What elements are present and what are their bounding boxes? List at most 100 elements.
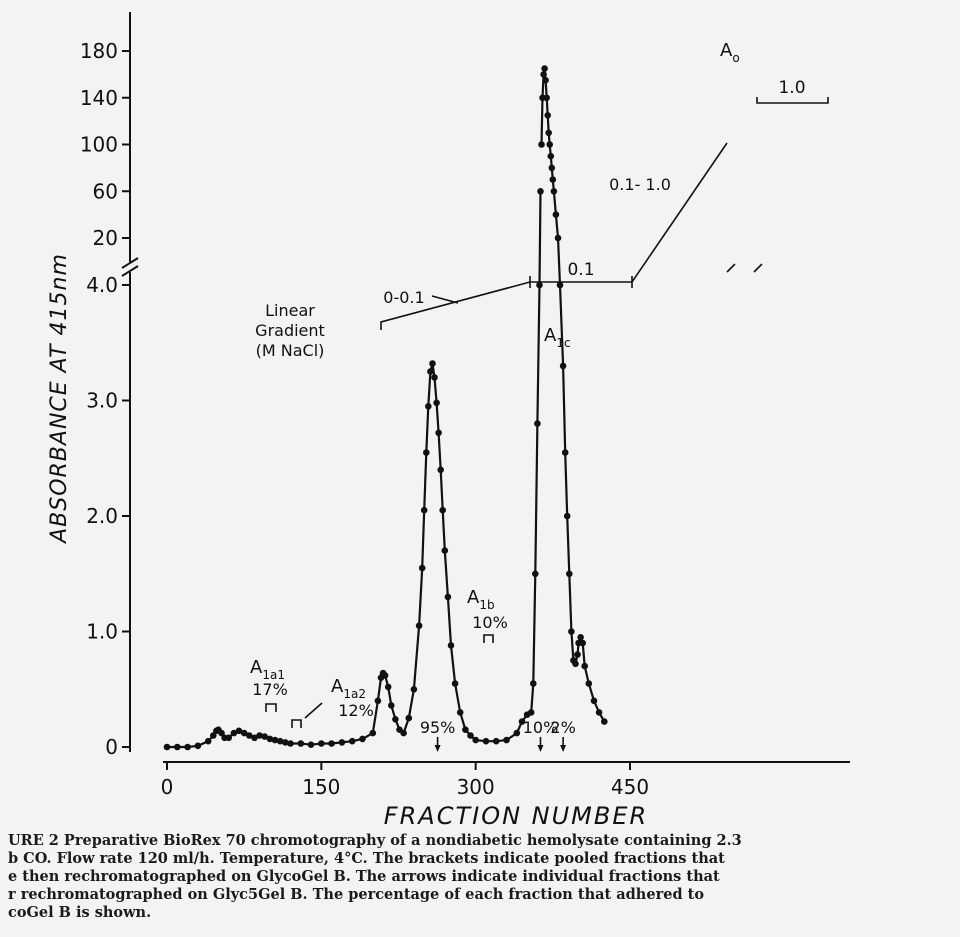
fraction-arrow-head — [434, 745, 441, 752]
x-axis-label: FRACTION NUMBER — [384, 802, 648, 830]
data-point — [513, 729, 521, 737]
data-point — [563, 512, 571, 520]
data-point — [549, 176, 557, 183]
data-point — [503, 736, 510, 744]
data-point — [540, 71, 547, 78]
data-point — [530, 680, 537, 687]
data-point — [435, 429, 442, 437]
x-tick-label: 450 — [611, 775, 649, 799]
data-point — [204, 737, 212, 745]
data-point — [235, 727, 243, 735]
x-tick-label: 150 — [302, 775, 340, 799]
data-point — [472, 736, 480, 744]
y-tick-label: 100 — [80, 133, 118, 157]
data-point — [437, 466, 445, 474]
data-point — [287, 740, 294, 747]
chart-axes — [121, 12, 850, 763]
data-point — [210, 732, 217, 739]
data-point — [579, 639, 586, 647]
data-point — [276, 737, 284, 745]
y-tick-label: 0 — [105, 735, 118, 759]
peak-leader-line — [304, 702, 323, 719]
gradient-step-label: 0.1 — [567, 260, 594, 280]
data-point — [246, 732, 253, 739]
data-point — [544, 112, 551, 119]
data-point — [230, 729, 238, 737]
series-line — [558, 284, 606, 723]
peak-subscript: o — [732, 51, 739, 65]
caption-line: URE 2 Preparative BioRex 70 chromotograp… — [8, 832, 742, 849]
data-point — [601, 718, 608, 725]
peak-label-a1a1: A1a1 — [250, 657, 285, 682]
data-point — [441, 547, 449, 554]
data-point — [384, 683, 392, 691]
data-point — [527, 709, 535, 716]
gradient-leader-line — [431, 295, 459, 304]
data-point — [554, 234, 562, 242]
curve-break-mark — [726, 263, 736, 273]
curve-break-mark — [753, 263, 763, 273]
series-line — [540, 68, 562, 286]
y-tick-label: 140 — [80, 86, 118, 110]
data-point — [462, 726, 469, 733]
data-point — [456, 709, 464, 716]
data-point — [369, 729, 377, 737]
series-line — [167, 191, 542, 749]
data-point — [359, 735, 366, 743]
data-point — [318, 740, 325, 747]
data-point — [388, 702, 395, 709]
data-point — [590, 697, 598, 705]
peak-subscript: 1a2 — [343, 687, 366, 701]
gradient-step-label: 0.1- 1.0 — [609, 175, 671, 194]
data-point — [542, 76, 549, 84]
x-tick-label: 0 — [161, 775, 174, 799]
y-axis-label: ABSORBANCE AT 415nm — [47, 253, 72, 545]
data-point — [550, 188, 558, 195]
data-point — [328, 740, 335, 747]
y-tick-label: 3.0 — [86, 389, 118, 413]
peak-subscript: 1b — [479, 598, 494, 612]
fraction-arrow-label: 10% — [523, 718, 559, 737]
data-point — [194, 742, 202, 750]
y-axis-break-mark — [121, 257, 139, 269]
data-point — [297, 740, 305, 747]
data-point — [545, 129, 552, 137]
y-tick-label: 1.0 — [86, 620, 118, 644]
data-point — [431, 374, 438, 381]
data-point — [556, 281, 564, 289]
data-point — [447, 642, 455, 649]
peak-percent: 12% — [338, 701, 374, 720]
data-point — [405, 714, 413, 722]
data-point — [541, 65, 548, 72]
peak-subscript: 1c — [556, 336, 570, 350]
data-point — [423, 449, 430, 456]
caption-line: coGel B is shown. — [8, 904, 152, 921]
data-point — [433, 399, 440, 407]
data-point — [392, 716, 399, 723]
data-point — [163, 743, 171, 751]
data-point — [307, 741, 315, 748]
y-tick-label: 2.0 — [86, 504, 118, 528]
data-point — [251, 734, 258, 742]
peak-bracket — [483, 634, 494, 643]
data-point — [410, 686, 418, 693]
fraction-arrow-head — [537, 745, 544, 752]
data-point — [568, 628, 575, 635]
data-point — [482, 737, 490, 745]
data-point — [174, 743, 181, 751]
data-point — [518, 718, 526, 725]
data-point — [537, 188, 544, 195]
data-point — [266, 735, 274, 743]
data-point — [467, 732, 474, 739]
data-point — [418, 564, 426, 572]
data-point — [256, 732, 263, 739]
peak-label-a1b: A1b — [467, 587, 495, 612]
data-point — [547, 152, 555, 160]
caption-line: r rechromatographed on Glyc5Gel B. The p… — [8, 886, 704, 903]
gradient-label: Linear — [265, 301, 315, 320]
data-point — [538, 141, 545, 148]
data-point — [429, 360, 436, 367]
fraction-arrow-label: 2% — [550, 718, 575, 737]
